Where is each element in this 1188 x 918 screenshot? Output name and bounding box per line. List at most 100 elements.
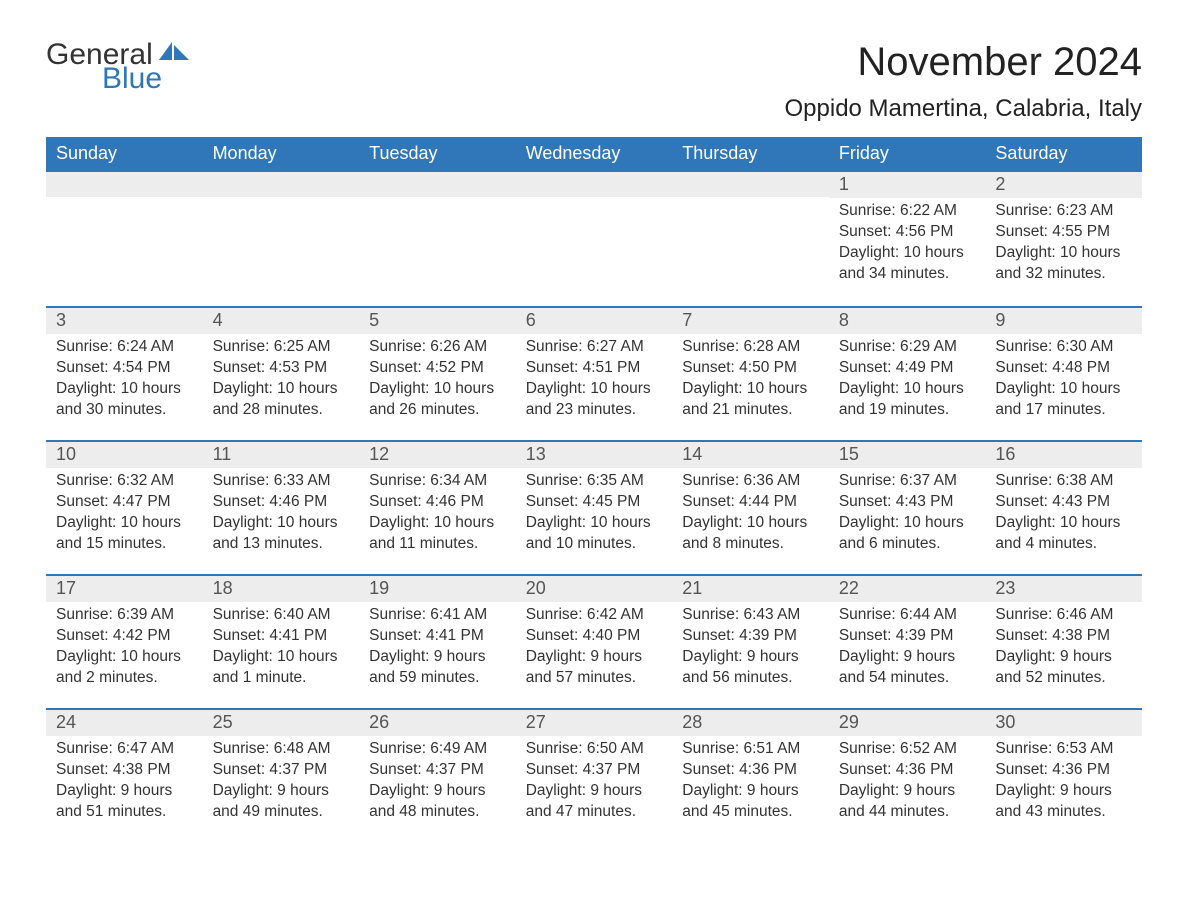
day-detail: Sunrise: 6:32 AMSunset: 4:47 PMDaylight:… xyxy=(56,471,193,555)
sunset-text: Sunset: 4:56 PM xyxy=(839,222,976,243)
day-number xyxy=(203,172,360,197)
daylight-text: Daylight: 9 hours and 43 minutes. xyxy=(995,781,1132,823)
week-row: 17Sunrise: 6:39 AMSunset: 4:42 PMDayligh… xyxy=(46,574,1142,696)
day-detail: Sunrise: 6:22 AMSunset: 4:56 PMDaylight:… xyxy=(839,201,976,285)
sunset-text: Sunset: 4:37 PM xyxy=(213,760,350,781)
day-number: 1 xyxy=(829,172,986,198)
day-number: 18 xyxy=(203,576,360,602)
day-cell: 17Sunrise: 6:39 AMSunset: 4:42 PMDayligh… xyxy=(46,576,203,696)
day-cell: 13Sunrise: 6:35 AMSunset: 4:45 PMDayligh… xyxy=(516,442,673,562)
logo: General Blue xyxy=(46,40,189,94)
daylight-text: Daylight: 10 hours and 10 minutes. xyxy=(526,513,663,555)
day-number xyxy=(359,172,516,197)
daylight-text: Daylight: 10 hours and 8 minutes. xyxy=(682,513,819,555)
sunrise-text: Sunrise: 6:25 AM xyxy=(213,337,350,358)
sunset-text: Sunset: 4:37 PM xyxy=(526,760,663,781)
sunrise-text: Sunrise: 6:36 AM xyxy=(682,471,819,492)
day-cell: 18 Sunrise: 6:40 AMSunset: 4:41 PMDayligh… xyxy=(203,576,360,696)
day-cell: 4Sunrise: 6:25 AMSunset: 4:53 PMDaylight… xyxy=(203,308,360,428)
sunset-text: Sunset: 4:39 PM xyxy=(839,626,976,647)
day-detail: Sunrise: 6:24 AMSunset: 4:54 PMDaylight:… xyxy=(56,337,193,421)
weekday-header-row: Sunday Monday Tuesday Wednesday Thursday… xyxy=(46,137,1142,172)
day-cell: 19Sunrise: 6:41 AMSunset: 4:41 PMDayligh… xyxy=(359,576,516,696)
sunset-text: Sunset: 4:45 PM xyxy=(526,492,663,513)
day-detail: Sunrise: 6:47 AMSunset: 4:38 PMDaylight:… xyxy=(56,739,193,823)
day-number: 14 xyxy=(672,442,829,468)
weekday-header: Monday xyxy=(203,137,360,172)
day-detail: Sunrise: 6:33 AMSunset: 4:46 PMDaylight:… xyxy=(213,471,350,555)
day-detail: Sunrise: 6:40 AMSunset: 4:41 PMDaylight:… xyxy=(213,605,350,689)
sunset-text: Sunset: 4:48 PM xyxy=(995,358,1132,379)
day-cell: 30Sunrise: 6:53 AMSunset: 4:36 PMDayligh… xyxy=(985,710,1142,830)
daylight-text: Daylight: 10 hours and 28 minutes. xyxy=(213,379,350,421)
day-number: 7 xyxy=(672,308,829,334)
daylight-text: Daylight: 9 hours and 52 minutes. xyxy=(995,647,1132,689)
sunrise-text: Sunrise: 6:40 AM xyxy=(213,605,350,626)
day-cell: 11 Sunrise: 6:33 AMSunset: 4:46 PMDayligh… xyxy=(203,442,360,562)
day-detail: Sunrise: 6:43 AMSunset: 4:39 PMDaylight:… xyxy=(682,605,819,689)
month-title: November 2024 xyxy=(785,40,1143,85)
sunrise-text: Sunrise: 6:23 AM xyxy=(995,201,1132,222)
day-detail: Sunrise: 6:38 AMSunset: 4:43 PMDaylight:… xyxy=(995,471,1132,555)
sunrise-text: Sunrise: 6:26 AM xyxy=(369,337,506,358)
day-detail: Sunrise: 6:46 AMSunset: 4:38 PMDaylight:… xyxy=(995,605,1132,689)
sunrise-text: Sunrise: 6:44 AM xyxy=(839,605,976,626)
sunset-text: Sunset: 4:52 PM xyxy=(369,358,506,379)
day-number: 8 xyxy=(829,308,986,334)
day-detail: Sunrise: 6:27 AMSunset: 4:51 PMDaylight:… xyxy=(526,337,663,421)
sunset-text: Sunset: 4:43 PM xyxy=(995,492,1132,513)
day-cell xyxy=(516,172,673,294)
location: Oppido Mamertina, Calabria, Italy xyxy=(785,95,1143,123)
day-number: 10 xyxy=(46,442,203,468)
day-detail: Sunrise: 6:44 AMSunset: 4:39 PMDaylight:… xyxy=(839,605,976,689)
day-number: 9 xyxy=(985,308,1142,334)
sunrise-text: Sunrise: 6:30 AM xyxy=(995,337,1132,358)
day-number: 22 xyxy=(829,576,986,602)
sunset-text: Sunset: 4:41 PM xyxy=(213,626,350,647)
daylight-text: Daylight: 10 hours and 32 minutes. xyxy=(995,243,1132,285)
daylight-text: Daylight: 10 hours and 2 minutes. xyxy=(56,647,193,689)
day-detail: Sunrise: 6:30 AMSunset: 4:48 PMDaylight:… xyxy=(995,337,1132,421)
sunset-text: Sunset: 4:55 PM xyxy=(995,222,1132,243)
day-number: 4 xyxy=(203,308,360,334)
sunrise-text: Sunrise: 6:49 AM xyxy=(369,739,506,760)
day-cell xyxy=(672,172,829,294)
weekday-header: Saturday xyxy=(985,137,1142,172)
day-number: 15 xyxy=(829,442,986,468)
header: General Blue November 2024 Oppido Mamert… xyxy=(46,40,1142,123)
day-number: 20 xyxy=(516,576,673,602)
sunset-text: Sunset: 4:46 PM xyxy=(213,492,350,513)
day-cell: 1 Sunrise: 6:22 AMSunset: 4:56 PMDaylight… xyxy=(829,172,986,294)
daylight-text: Daylight: 9 hours and 51 minutes. xyxy=(56,781,193,823)
week-row: 10 Sunrise: 6:32 AMSunset: 4:47 PMDayligh… xyxy=(46,440,1142,562)
sunset-text: Sunset: 4:50 PM xyxy=(682,358,819,379)
daylight-text: Daylight: 9 hours and 56 minutes. xyxy=(682,647,819,689)
day-number xyxy=(46,172,203,197)
sunrise-text: Sunrise: 6:48 AM xyxy=(213,739,350,760)
day-cell xyxy=(203,172,360,294)
day-number: 11 xyxy=(203,442,360,468)
daylight-text: Daylight: 10 hours and 13 minutes. xyxy=(213,513,350,555)
sunrise-text: Sunrise: 6:53 AM xyxy=(995,739,1132,760)
day-number: 13 xyxy=(516,442,673,468)
day-detail: Sunrise: 6:51 AMSunset: 4:36 PMDaylight:… xyxy=(682,739,819,823)
day-number: 25 xyxy=(203,710,360,736)
daylight-text: Daylight: 10 hours and 34 minutes. xyxy=(839,243,976,285)
sunset-text: Sunset: 4:36 PM xyxy=(682,760,819,781)
sunrise-text: Sunrise: 6:24 AM xyxy=(56,337,193,358)
sunset-text: Sunset: 4:39 PM xyxy=(682,626,819,647)
daylight-text: Daylight: 10 hours and 4 minutes. xyxy=(995,513,1132,555)
day-number xyxy=(516,172,673,197)
day-cell: 29Sunrise: 6:52 AMSunset: 4:36 PMDayligh… xyxy=(829,710,986,830)
daylight-text: Daylight: 9 hours and 59 minutes. xyxy=(369,647,506,689)
day-cell: 21Sunrise: 6:43 AMSunset: 4:39 PMDayligh… xyxy=(672,576,829,696)
day-detail: Sunrise: 6:26 AMSunset: 4:52 PMDaylight:… xyxy=(369,337,506,421)
logo-sail-icon xyxy=(159,40,189,67)
daylight-text: Daylight: 10 hours and 17 minutes. xyxy=(995,379,1132,421)
daylight-text: Daylight: 9 hours and 44 minutes. xyxy=(839,781,976,823)
day-detail: Sunrise: 6:23 AMSunset: 4:55 PMDaylight:… xyxy=(995,201,1132,285)
day-cell: 25Sunrise: 6:48 AMSunset: 4:37 PMDayligh… xyxy=(203,710,360,830)
day-number: 24 xyxy=(46,710,203,736)
sunrise-text: Sunrise: 6:33 AM xyxy=(213,471,350,492)
sunrise-text: Sunrise: 6:52 AM xyxy=(839,739,976,760)
